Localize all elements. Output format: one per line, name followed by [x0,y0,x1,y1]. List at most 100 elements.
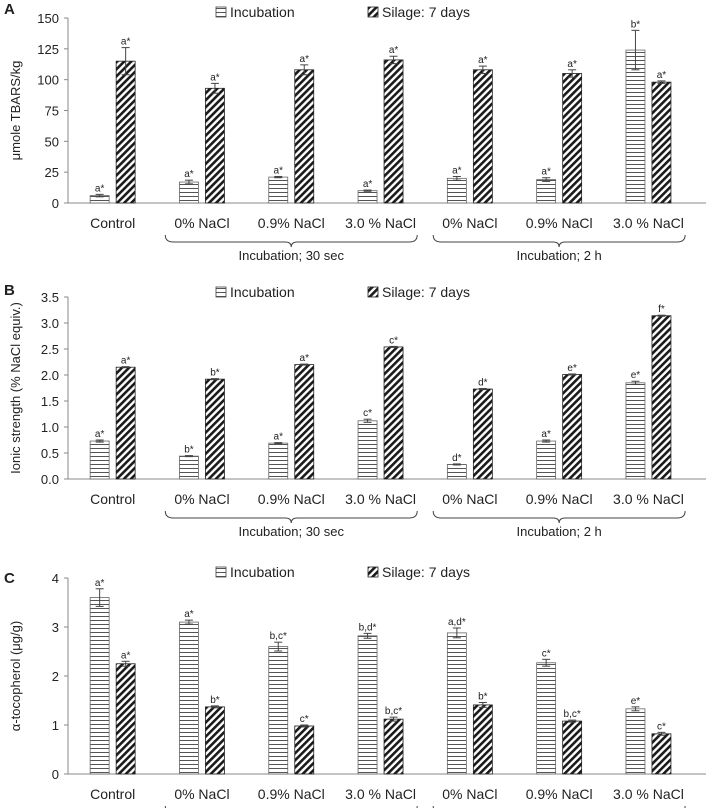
group-label: Incubation; 2 h [517,524,602,539]
bar-silage [205,378,225,480]
significance-label: a* [657,70,667,81]
bar-silage [115,366,136,480]
y-tick-label: 3 [52,620,59,635]
x-tick-label: 3.0 % NaCl [345,786,416,802]
legend-label-silage: Silage: 7 days [382,564,470,580]
bar-incubation [357,190,378,204]
significance-label: e* [567,363,577,374]
significance-label: a* [300,54,310,65]
significance-label: a* [184,609,194,620]
x-tick-label: 0.9% NaCl [258,215,325,231]
legend: Incubation Silage: 7 days [215,284,470,300]
x-tick-label: 0% NaCl [174,491,229,507]
x-tick-label: 0% NaCl [174,786,229,802]
significance-label: b,d* [359,622,377,633]
group-label: Incubation; 30 sec [238,248,344,263]
x-tick-label: Control [90,786,135,802]
significance-label: b,c* [564,709,581,720]
legend-label-silage: Silage: 7 days [382,284,470,300]
y-tick-label: 100 [37,73,59,88]
significance-label: d* [478,378,488,389]
significance-label: c* [389,335,398,346]
y-tick-label: 2.0 [41,368,59,383]
x-tick-label: 0% NaCl [442,491,497,507]
significance-label: a* [121,37,131,48]
bar-silage [383,718,404,775]
group-brace [164,234,418,248]
bar-silage [472,388,493,480]
bar-incubation [268,176,289,204]
panel-letter: B [4,282,15,299]
significance-label: b* [184,445,194,456]
y-tick-label: 0 [52,196,59,211]
significance-label: a* [541,167,551,178]
bar-incubation [625,382,646,480]
chart-panel-a: A 0 25 50 75 100 125 150 μmole TBARS/kg Incubatio… [4,1,706,263]
significance-label: a* [567,59,577,70]
x-tick-label: 3.0 % NaCl [345,215,416,231]
y-tick-label: 0 [52,767,59,782]
legend: Incubation Silage: 7 days [215,564,470,580]
bar-silage [205,87,225,204]
group-brace [432,234,686,248]
significance-label: b,c* [385,706,402,717]
bar-silage [562,374,583,480]
y-tick-label: 4 [52,571,59,586]
y-tick-label: 1.0 [41,420,59,435]
significance-label: a* [95,578,105,589]
x-tick-label: 0% NaCl [174,215,229,231]
x-tick-label: Control [90,491,135,507]
bar-incubation [268,646,289,775]
panel-letter: C [4,570,15,587]
bar-incubation [446,177,467,204]
y-tick-label: 150 [37,11,59,26]
legend-swatch-silage [367,6,379,18]
bar-incubation [179,455,199,480]
bar-silage [562,720,583,775]
bar-incubation [625,708,646,775]
bar-incubation [268,442,289,480]
bar-silage [651,81,672,204]
legend-label-silage: Silage: 7 days [382,4,470,20]
bar-silage [294,725,315,775]
significance-label: e* [631,696,641,707]
x-tick-label: 0.9% NaCl [526,491,593,507]
significance-label: c* [300,714,309,725]
panel-letter: A [4,1,15,18]
legend-swatch-silage [367,286,379,298]
chart-panel-b: B 0.0 0.5 1.0 1.5 2.0 2.5 3.0 3.5 Ionic strength … [4,282,706,539]
significance-label: a* [363,179,373,190]
x-tick-label: 3.0 % NaCl [345,491,416,507]
significance-label: a* [389,45,399,56]
bar-silage [562,73,583,204]
x-tick-label: 0% NaCl [442,215,497,231]
bar-incubation [179,181,199,204]
bar-incubation [179,621,199,775]
bar-silage [472,704,493,775]
significance-label: a* [184,169,194,180]
significance-label: a* [541,429,551,440]
x-tick-label: 0.9% NaCl [258,491,325,507]
group-label: Incubation; 30 sec [238,524,344,539]
y-axis-label: α-tocopherol (μg/g) [8,621,23,731]
legend-swatch-silage [367,566,379,578]
y-tick-label: 75 [45,104,59,119]
x-tick-label: 0.9% NaCl [526,215,593,231]
bar-incubation [536,179,557,204]
bar-silage [115,663,136,775]
y-tick-label: 25 [45,165,59,180]
y-tick-label: 2.5 [41,342,59,357]
legend-swatch-incubation [215,286,227,298]
significance-label: b* [478,691,488,702]
group-brace [432,510,686,524]
significance-label: a* [121,356,131,367]
significance-label: a* [478,55,488,66]
y-tick-label: 50 [45,134,59,149]
significance-label: d* [452,453,462,464]
bar-silage [383,59,404,204]
significance-label: c* [542,648,551,659]
x-tick-label: 3.0 % NaCl [613,491,684,507]
significance-label: b* [210,695,220,706]
x-tick-label: 0.9% NaCl [258,786,325,802]
